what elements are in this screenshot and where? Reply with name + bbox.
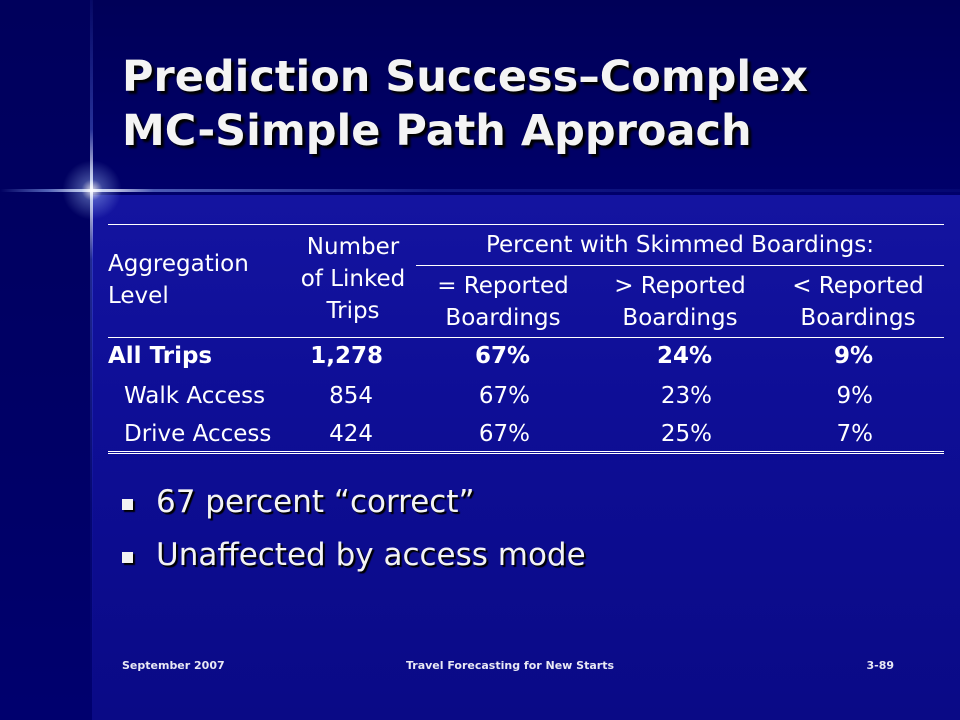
header-trips-line-2: of Linked	[300, 266, 406, 292]
title-background-band	[92, 0, 960, 195]
row-drive-access-less: 7%	[836, 421, 874, 447]
group-header-rule	[416, 265, 944, 266]
row-all-trips-greater: 24%	[656, 343, 712, 369]
light-flare-horizontal	[0, 189, 960, 192]
content-background	[92, 195, 960, 720]
footer-course-title: Travel Forecasting for New Starts	[405, 659, 615, 672]
row-walk-access-greater: 23%	[660, 383, 712, 409]
row-walk-access-count: 854	[329, 383, 373, 409]
slide-title-line-2: MC-Simple Path Approach	[122, 106, 752, 156]
header-less-line-1: < Reported	[792, 273, 924, 299]
row-walk-access-equal: 67%	[478, 383, 530, 409]
header-equal-line-1: = Reported	[437, 273, 569, 299]
row-all-trips-equal: 67%	[474, 343, 530, 369]
slide-title-line-1: Prediction Success–Complex	[122, 52, 809, 102]
row-walk-access-less: 9%	[836, 383, 874, 409]
row-all-trips-count: 1,278	[310, 343, 383, 369]
row-drive-access-greater: 25%	[660, 421, 712, 447]
header-trips-line-1: Number	[306, 234, 400, 260]
bullet-text: Unaffected by access mode	[156, 537, 586, 573]
square-bullet-icon	[122, 499, 133, 510]
prediction-success-table: Aggregation Level Number of Linked Trips…	[108, 224, 944, 456]
light-flare-star-icon	[62, 160, 122, 220]
row-walk-access-label: Walk Access	[124, 383, 266, 409]
table-top-rule	[108, 224, 944, 225]
row-all-trips-less: 9%	[833, 343, 873, 369]
row-all-trips-label: All Trips	[108, 343, 213, 369]
header-greater-line-1: > Reported	[614, 273, 746, 299]
slide-title: Prediction Success–Complex MC-Simple Pat…	[122, 50, 942, 158]
left-background-band	[0, 0, 92, 720]
row-drive-access-label: Drive Access	[124, 421, 272, 447]
square-bullet-icon	[122, 552, 133, 563]
header-aggregation-line-1: Aggregation	[108, 251, 249, 277]
header-aggregation-line-2: Level	[108, 283, 169, 309]
light-flare-vertical	[90, 0, 93, 720]
header-group-percent: Percent with Skimmed Boardings:	[485, 232, 875, 258]
footer-date: September 2007	[122, 659, 225, 672]
header-trips-line-3: Trips	[326, 298, 380, 324]
header-greater-line-2: Boardings	[622, 305, 738, 331]
header-bottom-rule	[108, 337, 944, 338]
header-less-line-2: Boardings	[800, 305, 916, 331]
row-drive-access-count: 424	[329, 421, 373, 447]
row-drive-access-equal: 67%	[478, 421, 530, 447]
header-equal-line-2: Boardings	[445, 305, 561, 331]
footer-page-number: 3-89	[866, 659, 894, 672]
table-bottom-rule	[108, 451, 944, 454]
bullet-text: 67 percent “correct”	[156, 484, 475, 520]
